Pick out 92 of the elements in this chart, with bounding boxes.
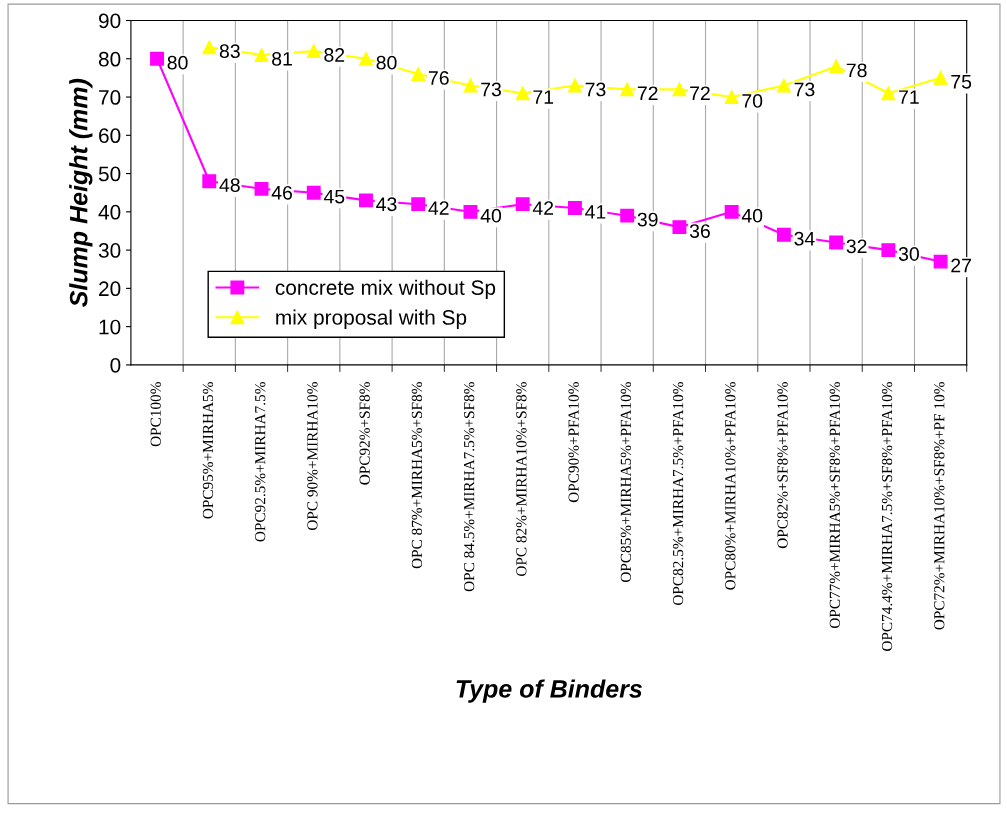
data-label: 83 bbox=[219, 44, 240, 59]
point bbox=[567, 78, 582, 93]
data-label: 40 bbox=[741, 208, 763, 223]
x-tick-label: OPC82.5%+MIRHA7.5%+PFA10% bbox=[672, 382, 684, 606]
point bbox=[881, 86, 896, 101]
point bbox=[254, 47, 269, 62]
point bbox=[567, 201, 582, 215]
data-label: 27 bbox=[951, 258, 971, 273]
point bbox=[672, 82, 687, 97]
x-tick-label: OPC 82%+MIRHA10%+SF8% bbox=[516, 382, 527, 576]
point bbox=[463, 204, 478, 219]
data-label: 36 bbox=[689, 224, 710, 238]
point bbox=[411, 67, 426, 82]
point bbox=[515, 197, 530, 212]
data-label: 43 bbox=[376, 197, 397, 212]
data-label: 73 bbox=[585, 82, 606, 97]
point bbox=[829, 59, 844, 74]
data-label: 82 bbox=[324, 48, 345, 62]
x-tick-label: OPC 87%+MIRHA5%+SF8% bbox=[411, 382, 423, 569]
y-tick-label: 80 bbox=[98, 51, 121, 67]
data-label: 81 bbox=[272, 51, 292, 66]
data-label: 75 bbox=[951, 75, 972, 89]
y-tick-label: 20 bbox=[99, 281, 121, 297]
point bbox=[776, 227, 791, 242]
point bbox=[150, 51, 164, 66]
point bbox=[829, 235, 844, 250]
point bbox=[411, 197, 426, 212]
data-label: 42 bbox=[532, 201, 554, 215]
point bbox=[359, 193, 373, 208]
data-label: 80 bbox=[167, 55, 188, 70]
y-tick-label: 60 bbox=[99, 128, 121, 144]
data-label: 42 bbox=[428, 201, 449, 215]
data-label: 39 bbox=[637, 212, 658, 227]
data-label: 46 bbox=[271, 185, 292, 200]
x-tick-label: OPC85%+MIRHA5%+PFA10% bbox=[620, 382, 632, 583]
data-label: 30 bbox=[898, 247, 919, 261]
data-label: 32 bbox=[846, 239, 867, 254]
point bbox=[933, 254, 948, 269]
data-label: 48 bbox=[219, 178, 240, 192]
data-label: 71 bbox=[899, 90, 919, 104]
data-label: 76 bbox=[428, 71, 449, 85]
data-label: 72 bbox=[690, 86, 710, 100]
legend-label: mix proposal with Sp bbox=[276, 309, 467, 329]
y-tick-label: 50 bbox=[98, 166, 121, 182]
y-tick-label: 40 bbox=[98, 204, 121, 220]
point bbox=[202, 174, 217, 189]
data-label: 78 bbox=[846, 63, 867, 78]
x-axis-title: Type of Binders bbox=[456, 679, 642, 703]
point bbox=[463, 78, 478, 93]
point bbox=[776, 78, 791, 93]
point bbox=[306, 185, 321, 200]
legend-label: concrete mix without Sp bbox=[275, 279, 496, 300]
x-tick-label: OPC72%+MIRHA10%+SF8%+PF 10% bbox=[934, 382, 945, 630]
point bbox=[933, 70, 948, 85]
x-tick-label: OPC82%+SF8%+PFA10% bbox=[777, 382, 788, 549]
point bbox=[724, 90, 739, 104]
data-label: 45 bbox=[323, 189, 345, 204]
x-tick-label: OPC80%+MIRHA10%+PFA10% bbox=[725, 382, 736, 590]
y-tick-label: 70 bbox=[99, 90, 121, 105]
data-label: 70 bbox=[742, 94, 763, 108]
point bbox=[881, 243, 896, 258]
data-label: 73 bbox=[481, 82, 501, 97]
point bbox=[306, 44, 321, 59]
point bbox=[620, 208, 635, 223]
point bbox=[254, 181, 269, 196]
data-label: 40 bbox=[480, 208, 502, 223]
data-label: 72 bbox=[637, 86, 658, 100]
x-tick-label: OPC92%+SF8% bbox=[359, 382, 370, 485]
y-tick-label: 90 bbox=[98, 13, 121, 29]
point bbox=[672, 220, 687, 235]
y-tick-label: 0 bbox=[110, 357, 121, 373]
x-tick-label: OPC77%+MIRHA5%+SF8%+PFA10% bbox=[829, 382, 840, 629]
data-label: 34 bbox=[794, 231, 815, 246]
y-axis-title: Slump Height (mm) bbox=[69, 78, 93, 307]
x-tick-label: OPC95%+MIRHA5% bbox=[202, 382, 214, 519]
point bbox=[515, 86, 530, 101]
data-label: 80 bbox=[376, 55, 397, 70]
data-label: 41 bbox=[585, 205, 606, 219]
x-tick-label: OPC100% bbox=[150, 382, 161, 447]
point bbox=[359, 51, 373, 66]
y-tick-label: 30 bbox=[98, 243, 121, 258]
data-label: 73 bbox=[794, 82, 815, 97]
y-tick-label: 10 bbox=[99, 319, 121, 335]
data-label: 71 bbox=[533, 90, 554, 104]
x-tick-label: OPC 90%+MIRHA10% bbox=[307, 382, 318, 531]
x-tick-label: OPC74.4%+MIRHA7.5%+SF8%+PFA10% bbox=[881, 382, 893, 651]
point bbox=[620, 82, 635, 97]
x-tick-label: OPC90%+PFA10% bbox=[568, 382, 579, 503]
point bbox=[724, 204, 739, 219]
point bbox=[202, 40, 217, 55]
x-tick-label: OPC92.5%+MIRHA7.5% bbox=[255, 382, 266, 542]
x-tick-label: OPC 84.5%+MIRHA7.5%+SF8% bbox=[463, 382, 475, 592]
